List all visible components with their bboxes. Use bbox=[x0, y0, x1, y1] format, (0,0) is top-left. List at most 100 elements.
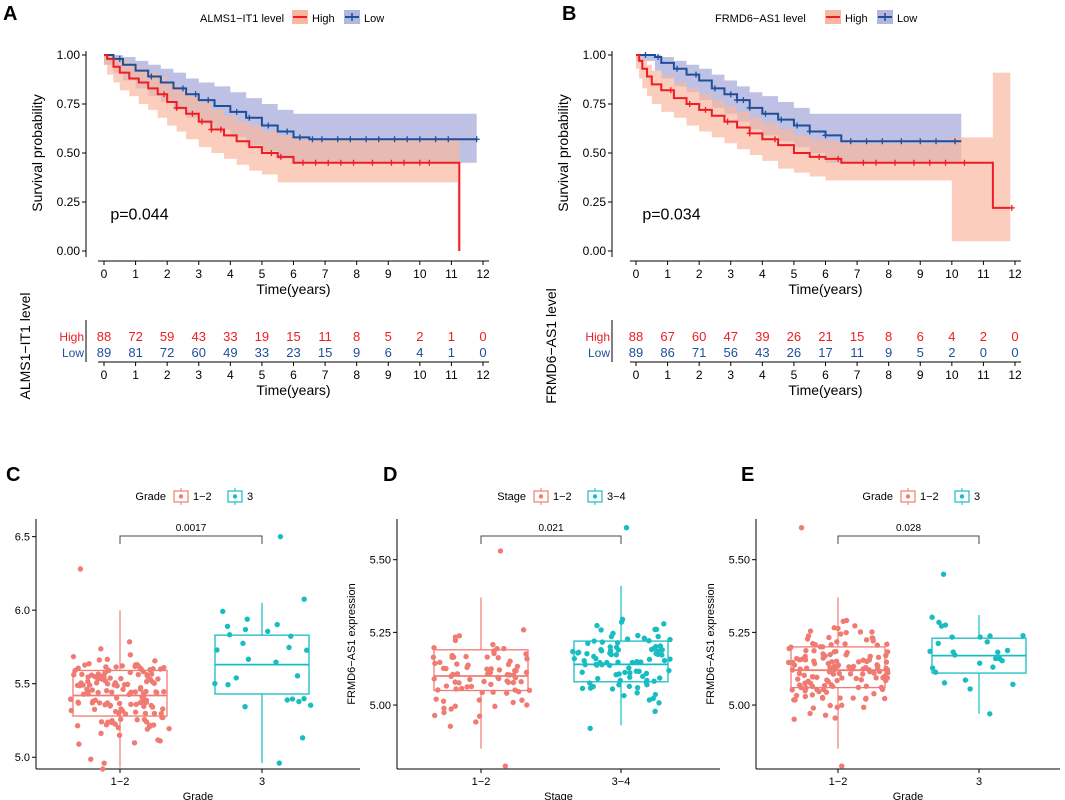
data-point bbox=[635, 632, 641, 639]
data-point bbox=[452, 634, 459, 640]
risk-low-count: 89 bbox=[629, 345, 643, 360]
box bbox=[790, 646, 886, 689]
x-tick-label: 9 bbox=[385, 267, 392, 281]
high-censor-mark bbox=[1008, 204, 1015, 211]
x-axis-title: Time(years) bbox=[256, 281, 330, 297]
data-point bbox=[464, 684, 470, 690]
x-tick-label: 1 bbox=[132, 267, 139, 281]
data-point bbox=[286, 644, 292, 651]
x-tick-label: 3 bbox=[727, 267, 734, 281]
data-point bbox=[1010, 681, 1016, 688]
data-point bbox=[822, 712, 829, 718]
data-point bbox=[151, 710, 158, 717]
y-tick-label: 0.75 bbox=[583, 97, 607, 111]
x-tick-label: 1−2 bbox=[111, 776, 130, 788]
data-point bbox=[811, 648, 817, 654]
risk-x-tick-label: 12 bbox=[476, 368, 490, 382]
low-censor-mark bbox=[309, 136, 316, 143]
low-censor-mark bbox=[822, 132, 829, 139]
panel-label: C bbox=[6, 464, 20, 486]
bracket-p-value: 0.028 bbox=[896, 523, 921, 534]
risk-low-count: 43 bbox=[755, 345, 769, 360]
x-axis-title: Stage bbox=[544, 791, 573, 800]
data-point bbox=[1004, 647, 1011, 654]
data-point bbox=[463, 653, 469, 660]
data-point bbox=[822, 653, 828, 659]
significance-bracket bbox=[119, 535, 263, 544]
risk-x-tick-label: 0 bbox=[633, 368, 640, 382]
data-point bbox=[103, 664, 109, 670]
data-point bbox=[661, 621, 667, 627]
data-point bbox=[828, 642, 834, 648]
low-censor-mark bbox=[473, 136, 480, 143]
data-point bbox=[791, 716, 797, 722]
data-point bbox=[481, 678, 487, 685]
data-point bbox=[233, 675, 239, 681]
data-point bbox=[102, 669, 108, 676]
x-tick-label: 3−4 bbox=[612, 776, 631, 788]
data-point bbox=[606, 662, 613, 668]
y-tick-label: 0.75 bbox=[57, 97, 81, 111]
data-point bbox=[288, 633, 294, 639]
data-point bbox=[120, 686, 126, 693]
data-point bbox=[519, 697, 525, 703]
data-point bbox=[802, 657, 809, 663]
data-point bbox=[871, 670, 877, 676]
low-censor-mark bbox=[655, 53, 662, 60]
risk-x-tick-label: 3 bbox=[727, 368, 734, 382]
x-tick-label: 10 bbox=[413, 267, 427, 281]
data-point bbox=[801, 672, 807, 679]
data-point bbox=[107, 703, 113, 709]
legend-high-label: High bbox=[845, 13, 868, 25]
x-axis-title: Time(years) bbox=[788, 281, 862, 297]
data-point bbox=[666, 667, 672, 674]
high-censor-mark bbox=[426, 159, 433, 166]
high-censor-mark bbox=[961, 159, 968, 166]
data-point bbox=[74, 723, 81, 729]
data-point bbox=[653, 650, 659, 657]
x-tick-label: 1 bbox=[664, 267, 671, 281]
data-point bbox=[791, 697, 797, 703]
risk-low-count: 86 bbox=[660, 345, 674, 360]
data-point bbox=[855, 659, 862, 665]
data-point bbox=[828, 682, 835, 688]
risk-low-count: 26 bbox=[787, 345, 801, 360]
data-point bbox=[102, 702, 108, 708]
data-point bbox=[245, 656, 252, 662]
data-point bbox=[276, 760, 283, 766]
data-point bbox=[623, 525, 630, 531]
high-censor-mark bbox=[746, 130, 753, 137]
risk-low-count: 33 bbox=[255, 345, 269, 360]
low-censor-mark bbox=[445, 136, 452, 143]
data-point bbox=[839, 675, 845, 681]
data-point bbox=[143, 719, 150, 725]
data-point bbox=[626, 665, 632, 671]
low-censor-mark bbox=[179, 85, 186, 92]
high-censor-mark bbox=[388, 159, 395, 166]
data-point bbox=[277, 533, 284, 540]
risk-high-count: 21 bbox=[818, 329, 832, 344]
high-censor-mark bbox=[667, 87, 674, 94]
data-point bbox=[146, 722, 153, 728]
data-point bbox=[827, 651, 833, 658]
data-point bbox=[524, 656, 530, 662]
data-point bbox=[652, 626, 658, 633]
data-point bbox=[109, 689, 115, 695]
low-censor-mark bbox=[233, 108, 240, 115]
data-point bbox=[101, 760, 107, 766]
y-tick-label: 6.5 bbox=[15, 532, 30, 544]
km-panel-A: A ALMS1−IT1 level High Low 0.00 0.25 0.50 0.75 1… bbox=[3, 3, 490, 400]
low-censor-mark bbox=[847, 138, 854, 145]
low-censor-mark bbox=[711, 85, 718, 92]
low-censor-mark bbox=[375, 136, 382, 143]
risk-high-count: 0 bbox=[1011, 329, 1018, 344]
low-censor-mark bbox=[265, 122, 272, 129]
data-point bbox=[449, 652, 455, 659]
risk-low-count: 4 bbox=[416, 345, 423, 360]
risk-low-count: 0 bbox=[479, 345, 486, 360]
risk-x-tick-label: 10 bbox=[413, 368, 427, 382]
data-point bbox=[166, 725, 172, 732]
data-point bbox=[802, 680, 808, 686]
high-survival-curve bbox=[636, 54, 1011, 209]
